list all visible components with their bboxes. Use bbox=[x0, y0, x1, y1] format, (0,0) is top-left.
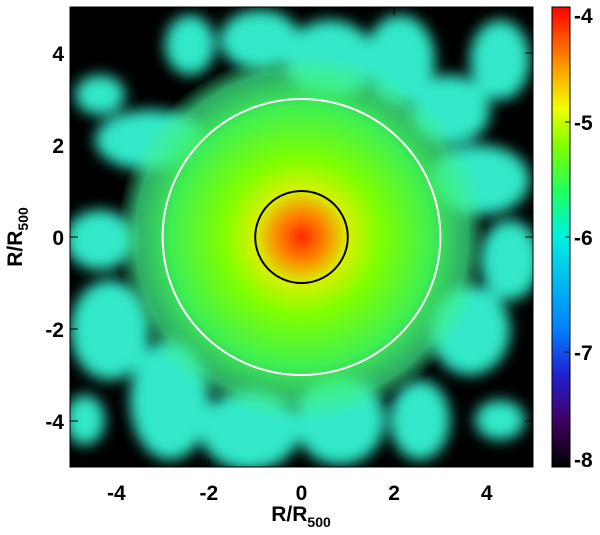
y-tick-label: -2 bbox=[45, 319, 64, 342]
y-tick-label: 2 bbox=[52, 135, 64, 158]
x-axis-label-sub: 500 bbox=[307, 514, 331, 530]
circle bbox=[161, 98, 442, 376]
y-axis-label-text: R/R bbox=[4, 231, 27, 267]
y-tick-label: -4 bbox=[45, 411, 64, 434]
y-axis-label-sub: 500 bbox=[15, 207, 31, 231]
x-tick-label: -2 bbox=[200, 482, 219, 505]
heatmap bbox=[70, 7, 533, 467]
x-tick-label: -4 bbox=[107, 482, 126, 505]
x-tick-label: 0 bbox=[296, 482, 308, 505]
y-tick-label: 4 bbox=[52, 43, 64, 66]
colorbar-tick-label: -7 bbox=[574, 342, 593, 365]
x-tick-label: 2 bbox=[388, 482, 400, 505]
colorbar-tick-label: -5 bbox=[574, 112, 593, 135]
colorbar-tick-label: -4 bbox=[574, 5, 593, 28]
x-axis-label: R/R500 bbox=[271, 503, 331, 530]
x-axis-label-text: R/R bbox=[271, 503, 307, 526]
x-tick-label: 4 bbox=[481, 482, 493, 505]
y-axis-label: R/R500 bbox=[4, 207, 31, 267]
colorbar-tick-label: -8 bbox=[574, 449, 593, 472]
colorbar-tick-label: -6 bbox=[574, 227, 593, 250]
circle bbox=[254, 190, 349, 284]
y-tick-label: 0 bbox=[52, 227, 64, 250]
